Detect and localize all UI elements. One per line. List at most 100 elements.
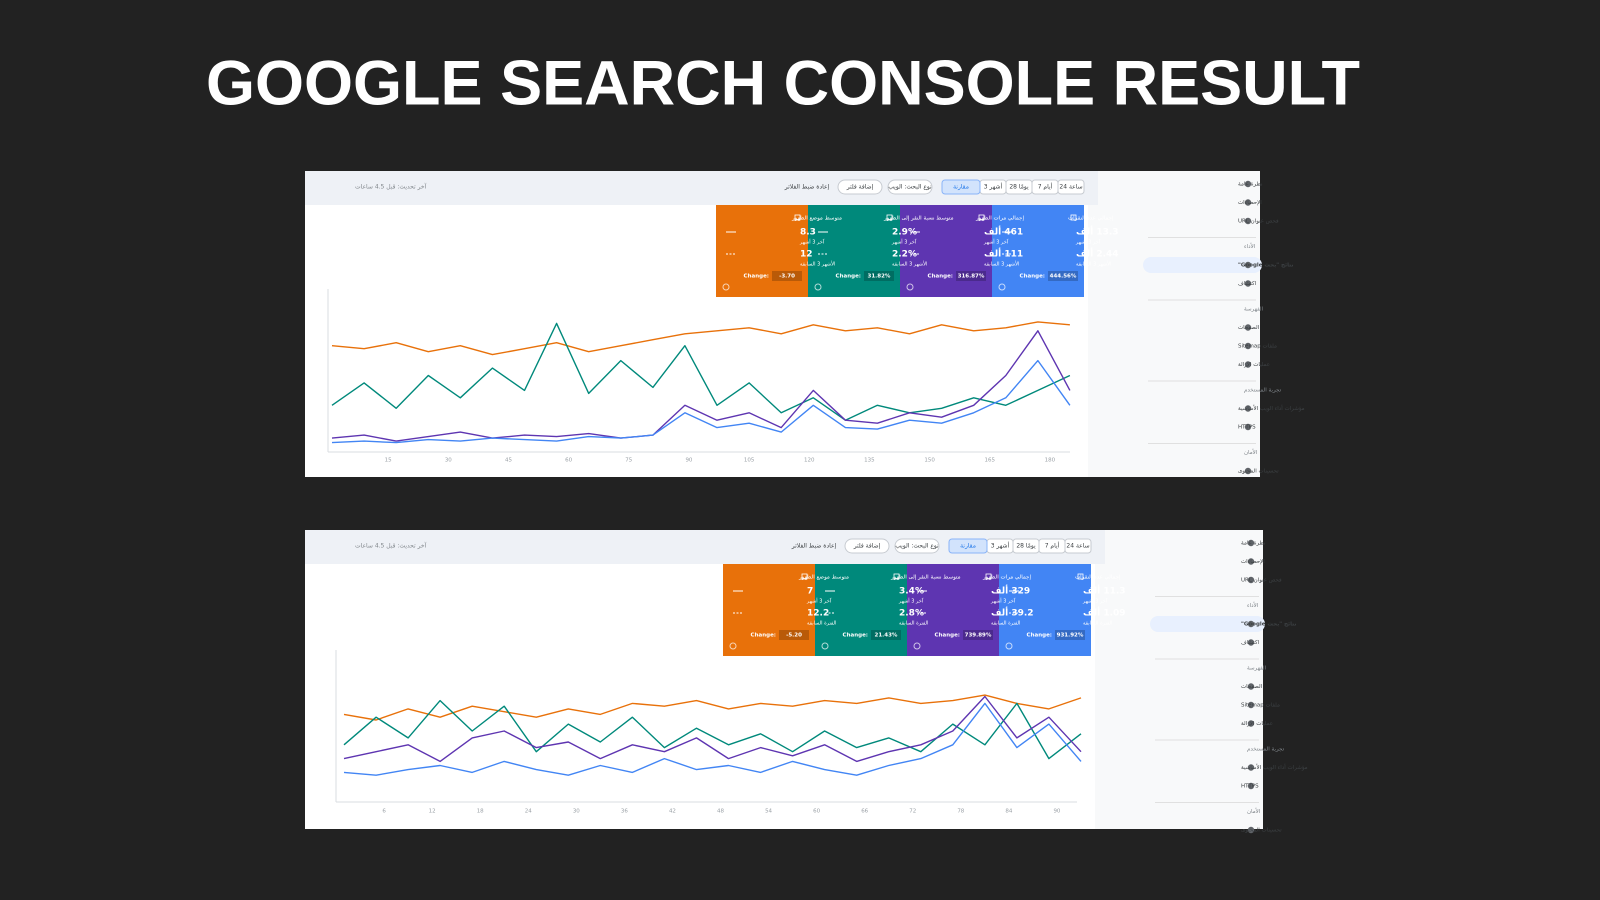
card-checkbox [978,214,985,221]
card-previous: 2.8% [899,609,924,619]
card-previous: 1.09 ألف [1083,607,1126,619]
x-tick-label: 90 [1053,809,1060,815]
card-title: متوسط موضع الظهور [791,216,842,222]
card-change: 21.43% [875,633,898,639]
nav-item: نتائج "بحث Google" [1241,622,1296,628]
card-change: -3.70 [779,274,795,280]
card-previous-label: الأشهر 3 السابقة [892,261,927,268]
card-help-icon [821,642,829,650]
metric-card[interactable] [900,205,992,297]
card-current-label: آخر 3 أشهر [1082,598,1108,605]
range-button-label: 28 يومًا [1009,184,1029,191]
card-current: 2.9% [892,228,917,238]
metric-card[interactable] [907,564,999,656]
last-updated: آخر تحديث: قبل 4.5 ساعات [355,182,427,191]
metric-card[interactable] [808,205,900,297]
card-title: إجمالي عدد النقرات [1068,216,1114,222]
card-help-icon [814,283,822,291]
range-button-label: 24 ساعة [1059,184,1082,191]
card-previous-label: الفترة السابقة [1083,621,1112,627]
change-label: Change: [843,633,868,639]
nav-section-header: الأداء [1244,242,1256,250]
card-help-icon [1005,642,1013,650]
card-change: 739.89% [965,633,992,639]
filter-button-label: نوع البحث: الويب [895,543,939,550]
nav-item: الصفحات [1238,325,1260,331]
nav-icon [1244,405,1252,412]
range-button-label: 7 أيام [1045,542,1060,550]
nav-item: تحسينات المحتوى [1238,469,1279,475]
change-chip [779,630,809,640]
nav-icon [1244,199,1252,206]
card-current-label: آخر 3 أشهر [990,598,1016,605]
change-label: Change: [1027,633,1052,639]
card-current: 461 ألف [984,226,1023,238]
range-button-label: 3 أشهر [991,542,1010,550]
range-button-label: 3 أشهر [984,183,1003,191]
nav-item: الإحصاءات [1238,200,1262,206]
x-tick-label: 72 [909,809,916,815]
card-current-label: آخر 3 أشهر [799,239,825,246]
nav-item: نتائج "بحث Google" [1238,263,1293,269]
nav-item: ملفات Sitemap [1241,703,1280,709]
filter-button[interactable] [844,538,890,554]
nav-icon [1247,826,1255,834]
card-current-label: آخر 3 أشهر [1075,239,1101,246]
filter-button[interactable] [894,538,940,554]
series-line [343,702,1082,776]
metric-card[interactable] [999,564,1091,656]
nav-icon [1247,683,1255,690]
x-tick-label: 30 [573,809,580,815]
card-change: 31.82% [868,274,891,280]
card-current: 11.3 ألف [1083,585,1126,597]
change-chip [1048,271,1078,281]
metric-card[interactable] [723,564,815,656]
compare-button-label: مقارنة [953,184,969,191]
x-tick-label: 150 [924,458,935,464]
nav-item: HTTPS [1238,425,1256,431]
series-line [343,699,1082,760]
nav-item: HTTPS [1241,784,1259,790]
nav-icon [1247,720,1255,727]
x-tick-label: 90 [685,458,692,464]
nav-section-header: الفهرسة [1244,307,1264,313]
compare-button[interactable] [941,179,981,195]
x-tick-label: 6 [382,809,386,815]
x-tick-label: 84 [1005,809,1012,815]
nav-section-header: تجربة المستخدم [1244,388,1282,394]
change-chip [1055,630,1085,640]
nav-icon [1244,217,1252,225]
card-previous-label: الأشهر 3 السابقة [984,261,1019,268]
change-label: Change: [751,633,776,639]
x-tick-label: 165 [984,458,995,464]
change-label: Change: [744,274,769,280]
slide-title: GOOGLE SEARCH CONSOLE RESULT [206,49,1360,119]
compare-button[interactable] [948,538,988,554]
card-title: متوسط نسبة النقر إلى الظهور [883,216,954,222]
nav-icon [1247,539,1255,547]
nav-item: نظرة عامة [1238,182,1263,188]
nav-section-header: الأمان [1247,807,1261,815]
change-label: Change: [935,633,960,639]
nav-selected [1143,257,1262,273]
card-title: متوسط موضع الظهور [798,575,849,581]
x-tick-label: 42 [669,809,676,815]
filter-button-label: إضافة فلتر [846,184,874,191]
card-previous: 111 ألف [984,248,1023,260]
x-tick-label: 75 [625,458,632,464]
metric-card[interactable] [716,205,808,297]
filter-button[interactable] [887,179,933,195]
nav-item: مؤشرات أداء الويب الأساسية [1238,404,1305,412]
filter-button[interactable] [837,179,883,195]
nav-item: عمليات الإزالة [1238,362,1270,368]
nav-section-header: الأمان [1244,448,1258,456]
series-line [331,322,1071,421]
card-title: إجمالي مرات الظهور [975,216,1024,222]
metric-card[interactable] [992,205,1084,297]
nav-icon [1244,342,1252,350]
range-button-label: 24 ساعة [1066,543,1089,550]
metric-card[interactable] [815,564,907,656]
x-tick-label: 66 [861,809,868,815]
card-change: 444.56% [1050,274,1077,280]
